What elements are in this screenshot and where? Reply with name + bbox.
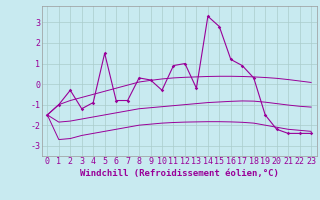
X-axis label: Windchill (Refroidissement éolien,°C): Windchill (Refroidissement éolien,°C) [80, 169, 279, 178]
